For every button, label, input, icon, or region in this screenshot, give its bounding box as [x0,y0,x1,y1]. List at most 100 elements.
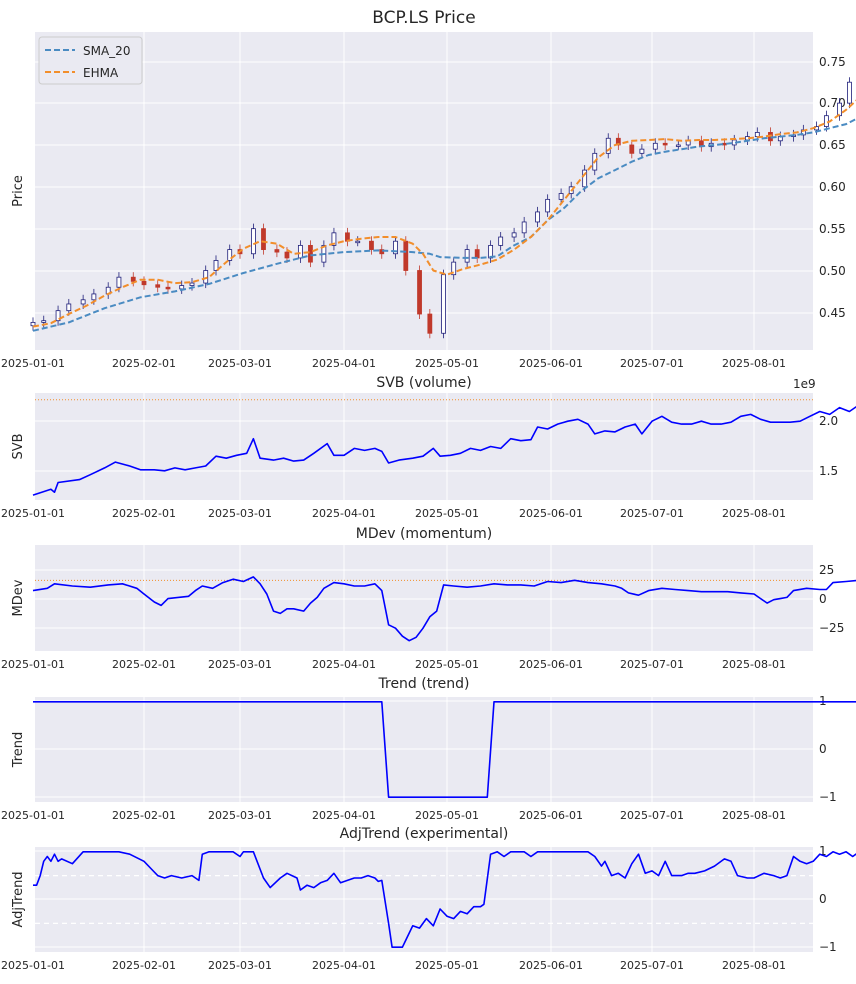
candle-body [847,81,852,104]
panel-3-ytick: 0 [819,742,827,756]
candle-body [605,137,611,154]
candle-body [403,240,409,271]
candle-body [545,198,551,213]
candle-body [441,274,446,334]
candle-body [251,228,256,255]
panel-0-xtick: 2025-06-01 [519,357,583,370]
panel-3-xtick: 2025-07-01 [620,809,684,822]
candle-body [754,132,760,138]
panel-0-xtick: 2025-04-01 [312,357,376,370]
candle-body [417,270,422,315]
candle-body [355,240,361,244]
panel-4-series-line [33,850,856,949]
panel-0-xtick: 2025-08-01 [722,357,786,370]
panel-0-xtick: 2025-01-01 [1,357,65,370]
candle-body [629,144,635,154]
panel-3-xtick: 2025-02-01 [112,809,176,822]
candle-body [55,310,61,322]
candle-body [66,303,72,312]
candle-body [652,142,658,150]
candle-body [498,236,504,246]
panel-2-xtick: 2025-07-01 [620,658,684,671]
panel-3-ytick: −1 [819,790,837,804]
candle-body [837,102,842,117]
candle-body [213,260,219,271]
panel-1-xtick: 2025-05-01 [415,507,479,520]
panel-3-xtick: 2025-04-01 [312,809,376,822]
panel-4-xtick: 2025-08-01 [722,959,786,972]
panel-4-ytick: 0 [819,892,827,906]
panel-3-ylabel: Trend [11,732,26,769]
panel-0-ytick: 0.50 [819,264,846,278]
panel-4-xtick: 2025-05-01 [415,959,479,972]
candle-body [474,249,480,259]
panel-4-ylabel: AdjTrend [11,871,26,927]
candle-body [261,228,266,250]
candle-body [823,115,829,127]
panel-1-background [35,393,813,500]
legend-ehma-label: EHMA [83,66,119,80]
candle-body [393,240,398,255]
panel-1-xtick: 2025-06-01 [519,507,583,520]
panel-2-title: MDev (momentum) [356,526,492,542]
candle-body [451,261,457,276]
candle-body [369,240,374,250]
candle-body [284,251,290,259]
main-chart-title: BCP.LS Price [372,8,475,28]
panel-0-ytick: 0.55 [819,222,846,236]
panel-0-ylabel: Price [11,175,26,207]
candle-body [91,293,97,301]
candle-body [535,211,540,223]
candle-body [464,249,470,263]
panel-4-xtick: 2025-06-01 [519,959,583,972]
panel-0-ytick: 0.75 [819,55,846,69]
candle-body [427,313,433,334]
candle-body [297,244,303,259]
candle-body [331,232,337,246]
panel-2-ytick: 25 [819,563,834,577]
candle-body [521,221,527,234]
panel-1-xtick: 2025-04-01 [312,507,376,520]
panel-3-xtick: 2025-08-01 [722,809,786,822]
panel-1-ytick: 1.5 [819,464,838,478]
panel-1-ytick: 2.0 [819,414,838,428]
panel-2-xtick: 2025-04-01 [312,658,376,671]
candle-body [308,244,313,263]
panel-3-xtick: 2025-03-01 [208,809,272,822]
sma-20-line [32,117,856,332]
panel-4-title: AdjTrend (experimental) [340,826,509,842]
legend-sma-label: SMA_20 [83,44,130,58]
candle-body [511,232,517,238]
panel-2-xtick: 2025-01-01 [1,658,65,671]
panel-1-ylabel: SVB [11,433,26,459]
panel-3-title: Trend (trend) [378,676,470,692]
panel-2-ytick: −25 [819,621,844,635]
candle-body [179,285,185,290]
panel-2-ytick: 0 [819,592,827,606]
candle-body [116,276,122,288]
panel-0-background [35,32,813,350]
panel-0-ytick: 0.45 [819,306,846,320]
candle-body [558,193,564,200]
panel-1-xtick: 2025-01-01 [1,507,65,520]
panel-0-xtick: 2025-02-01 [112,357,176,370]
panel-2-xtick: 2025-03-01 [208,658,272,671]
panel-1-xtick: 2025-07-01 [620,507,684,520]
panel-2-ylabel: MDev [11,579,26,616]
panel-2-series-line [32,576,856,642]
panel-2-xtick: 2025-05-01 [415,658,479,671]
panel-3-series-line [33,700,856,799]
panel-4-xtick: 2025-07-01 [620,959,684,972]
panel-1-series-line [32,405,856,496]
candle-body [662,142,668,146]
panel-4-xtick: 2025-01-01 [1,959,65,972]
panel-2-xtick: 2025-06-01 [519,658,583,671]
panel-4-xtick: 2025-02-01 [112,959,176,972]
panel-1-offset-label: 1e9 [793,377,816,391]
candle-body [488,244,494,259]
candle-body [639,148,645,154]
panel-0-ytick: 0.60 [819,180,846,194]
panel-3-xtick: 2025-06-01 [519,809,583,822]
panel-1-title: SVB (volume) [376,375,471,391]
